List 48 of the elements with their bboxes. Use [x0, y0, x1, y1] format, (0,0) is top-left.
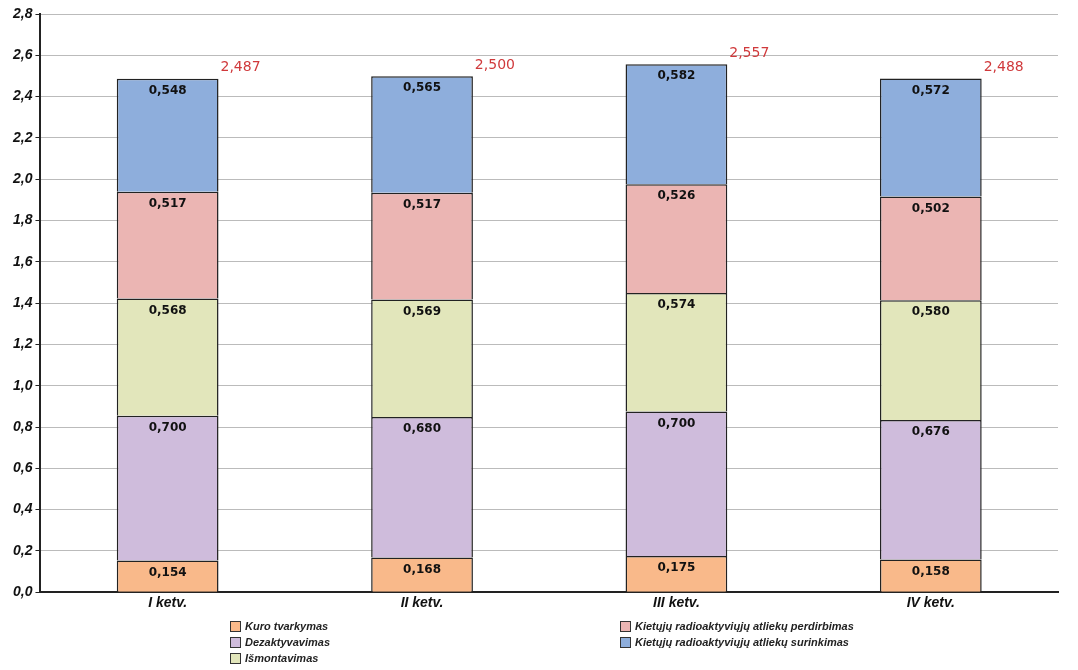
y-tick-label: 0,0 — [12, 583, 33, 600]
data-label: 0,565 — [403, 80, 442, 95]
y-tick-label: 1,2 — [12, 335, 33, 352]
data-label: 0,568 — [148, 302, 187, 317]
x-tick-label: II ketv. — [400, 594, 444, 611]
data-label: 0,580 — [911, 304, 950, 319]
y-tick-label: 2,2 — [11, 128, 33, 145]
x-tick-label: IV ketv. — [906, 594, 955, 611]
total-label: 2,500 — [474, 55, 515, 72]
data-label: 0,700 — [148, 419, 187, 434]
data-label: 0,582 — [657, 68, 696, 83]
data-label: 0,168 — [403, 561, 442, 576]
data-label: 0,569 — [403, 303, 442, 318]
y-tick-label: 2,8 — [11, 4, 33, 21]
data-label: 0,680 — [403, 421, 442, 436]
data-label: 0,175 — [657, 560, 696, 575]
y-tick-label: 0,6 — [12, 459, 33, 476]
y-tick-label: 1,8 — [12, 211, 33, 228]
data-label: 0,154 — [148, 564, 187, 579]
data-label: 0,676 — [911, 424, 950, 439]
data-label: 0,158 — [911, 563, 950, 578]
y-tick-label: 1,6 — [12, 252, 33, 269]
x-tick-label: I ketv. — [148, 594, 188, 611]
data-label: 0,700 — [657, 415, 696, 430]
total-label: 2,487 — [220, 58, 261, 75]
y-tick-label: 2,4 — [11, 87, 33, 104]
legend-label: Dezaktyvavimas — [245, 636, 331, 648]
y-tick-label: 1,4 — [12, 293, 33, 310]
legend-label: Kietųjų radioaktyviųjų atliekų surinkimas — [635, 636, 849, 648]
data-label: 0,548 — [148, 82, 187, 97]
y-tick-label: 0,2 — [12, 541, 33, 558]
y-tick-label: 0,8 — [12, 417, 33, 434]
x-tick-label: III ketv. — [653, 594, 700, 611]
total-label: 2,557 — [729, 43, 770, 60]
data-label: 0,502 — [911, 200, 950, 215]
y-tick-label: 2,0 — [11, 170, 33, 187]
y-tick-label: 1,0 — [12, 376, 33, 393]
data-label: 0,517 — [148, 195, 187, 210]
legend-label: Išmontavimas — [245, 652, 319, 664]
y-tick-label: 0,4 — [12, 500, 33, 517]
data-label: 0,574 — [657, 297, 696, 312]
y-tick-label: 2,6 — [11, 46, 33, 63]
data-label: 0,517 — [403, 196, 442, 211]
legend-label: Kietųjų radioaktyviųjų atliekų perdirbimas — [635, 620, 854, 632]
data-label: 0,572 — [911, 82, 950, 97]
total-label: 2,488 — [983, 58, 1024, 75]
data-label: 0,526 — [657, 188, 696, 203]
legend-label: Kuro tvarkymas — [245, 620, 329, 632]
